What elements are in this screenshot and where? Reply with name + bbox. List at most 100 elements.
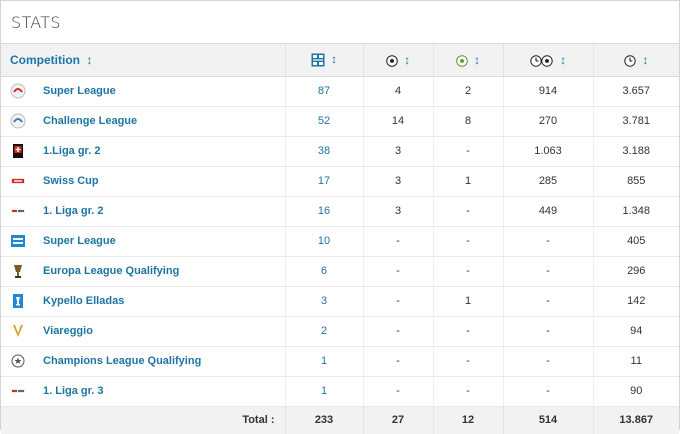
total-minutes-per-goal: 514 — [502, 405, 593, 434]
minutes-played-value: 1.348 — [592, 196, 679, 227]
appearances-link[interactable]: 52 — [284, 106, 363, 137]
appearances-link[interactable]: 3 — [284, 286, 363, 317]
competition-link[interactable]: Europa League Qualifying — [35, 256, 285, 287]
table-row: Europa League Qualifying 6 - - - 296 — [1, 256, 679, 287]
assists-column-header[interactable]: ↕ — [432, 44, 503, 77]
total-goals: 27 — [362, 405, 433, 434]
table-row: Kypello Elladas 3 - 1 - 142 — [1, 286, 679, 317]
competition-link[interactable]: Challenge League — [35, 106, 285, 137]
competition-logo-cell — [1, 76, 35, 107]
minutes-per-goal-value: - — [502, 226, 593, 257]
competition-header-label: Competition — [10, 52, 80, 67]
sort-icon[interactable]: ↕ — [642, 52, 649, 67]
challenge-league-logo — [10, 113, 26, 129]
assists-value: - — [432, 376, 503, 407]
assists-value: 1 — [432, 166, 503, 197]
table-row: Super League 10 - - - 405 — [1, 226, 679, 257]
stats-header: STATS — [1, 1, 679, 44]
competition-logo-cell — [1, 136, 35, 167]
competition-logo-cell — [1, 346, 35, 377]
competition-column-header[interactable]: Competition ↕ — [1, 44, 285, 77]
minutes-played-value: 405 — [592, 226, 679, 257]
liga-logo — [11, 389, 25, 393]
minutes-played-value: 142 — [592, 286, 679, 317]
sort-icon[interactable]: ↕ — [560, 52, 567, 67]
sort-icon[interactable]: ↕ — [404, 52, 411, 67]
competition-link[interactable]: 1. Liga gr. 3 — [35, 376, 285, 407]
minutes-per-goal-value: 285 — [502, 166, 593, 197]
total-minutes-played: 13.867 — [592, 405, 679, 434]
swiss-flag-logo — [13, 144, 23, 158]
goals-column-header[interactable]: ↕ — [362, 44, 433, 77]
table-row: Challenge League 52 14 8 270 3.781 — [1, 106, 679, 137]
minutes-per-goal-value: 449 — [502, 196, 593, 227]
minutes-played-value: 296 — [592, 256, 679, 287]
goals-value: - — [362, 226, 433, 257]
sort-icon[interactable]: ↕ — [474, 52, 481, 67]
table-row: Viareggio 2 - - - 94 — [1, 316, 679, 347]
appearances-link[interactable]: 6 — [284, 256, 363, 287]
minutes-per-goal-value: - — [502, 316, 593, 347]
goals-value: 4 — [362, 76, 433, 107]
competition-link[interactable]: Swiss Cup — [35, 166, 285, 197]
sort-icon[interactable]: ↕ — [86, 52, 93, 67]
competition-link[interactable]: Kypello Elladas — [35, 286, 285, 317]
appearances-link[interactable]: 2 — [284, 316, 363, 347]
minutes-played-value: 90 — [592, 376, 679, 407]
assists-value: - — [432, 346, 503, 377]
competition-link[interactable]: Super League — [35, 226, 285, 257]
competition-link[interactable]: Viareggio — [35, 316, 285, 347]
minutes-played-icon — [624, 54, 636, 67]
competition-link[interactable]: Super League — [35, 76, 285, 107]
appearances-link[interactable]: 10 — [284, 226, 363, 257]
super-league-logo — [10, 83, 26, 99]
minutes-per-goal-icon — [530, 54, 553, 67]
goals-value: - — [362, 286, 433, 317]
goals-value: 3 — [362, 166, 433, 197]
competition-logo-cell — [1, 316, 35, 347]
champions-league-logo — [11, 354, 25, 368]
assists-value: - — [432, 316, 503, 347]
europa-league-logo — [14, 265, 22, 278]
kypello-elladas-logo — [13, 294, 23, 308]
competition-link[interactable]: Champions League Qualifying — [35, 346, 285, 377]
greek-super-league-logo — [11, 235, 25, 247]
goals-value: 3 — [362, 196, 433, 227]
assists-icon — [456, 54, 468, 67]
appearances-column-header[interactable]: ↕ — [284, 44, 363, 77]
competition-link[interactable]: 1. Liga gr. 2 — [35, 196, 285, 227]
competition-logo-cell — [1, 106, 35, 137]
sort-icon[interactable]: ↕ — [331, 52, 338, 67]
goals-value: - — [362, 316, 433, 347]
appearances-link[interactable]: 87 — [284, 76, 363, 107]
minutes-per-goal-value: 1.063 — [502, 136, 593, 167]
total-label: Total : — [1, 405, 285, 434]
minutes-played-value: 11 — [592, 346, 679, 377]
minutes-played-column-header[interactable]: ↕ — [592, 44, 679, 77]
appearances-link[interactable]: 38 — [284, 136, 363, 167]
appearances-link[interactable]: 16 — [284, 196, 363, 227]
assists-value: 1 — [432, 286, 503, 317]
totals-row: Total : 233 27 12 514 13.867 — [1, 405, 679, 434]
competition-logo-cell — [1, 166, 35, 197]
appearances-link[interactable]: 17 — [284, 166, 363, 197]
assists-value: - — [432, 226, 503, 257]
stats-table: Competition ↕ ↕ — [1, 44, 679, 434]
minutes-played-value: 94 — [592, 316, 679, 347]
goals-value: - — [362, 376, 433, 407]
table-row: 1. Liga gr. 3 1 - - - 90 — [1, 376, 679, 407]
minutes-per-goal-value: - — [502, 286, 593, 317]
swiss-cup-logo — [11, 178, 25, 184]
minutes-played-value: 855 — [592, 166, 679, 197]
minutes-per-goal-value: - — [502, 376, 593, 407]
total-assists: 12 — [432, 405, 503, 434]
competition-link[interactable]: 1.Liga gr. 2 — [35, 136, 285, 167]
minutes-per-goal-column-header[interactable]: ↕ — [502, 44, 593, 77]
goals-icon — [386, 54, 398, 67]
appearances-icon — [311, 53, 325, 67]
table-row: Swiss Cup 17 3 1 285 855 — [1, 166, 679, 197]
table-row: 1. Liga gr. 2 16 3 - 449 1.348 — [1, 196, 679, 227]
goals-value: - — [362, 256, 433, 287]
appearances-link[interactable]: 1 — [284, 376, 363, 407]
appearances-link[interactable]: 1 — [284, 346, 363, 377]
